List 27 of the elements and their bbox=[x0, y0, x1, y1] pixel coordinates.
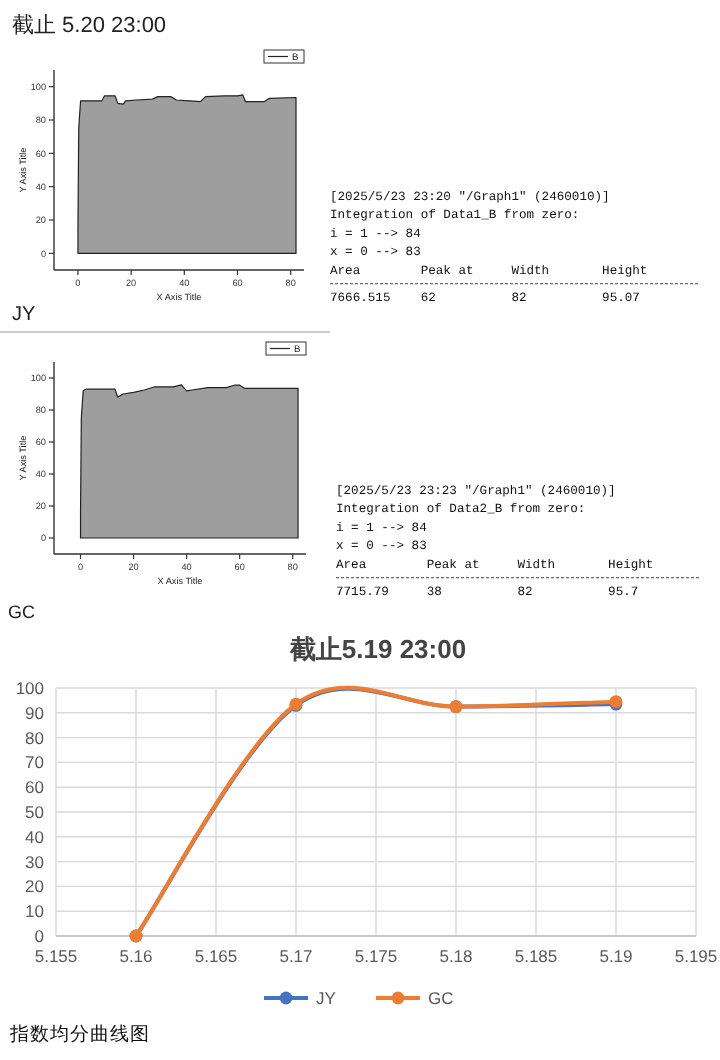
y-tick-label: 10 bbox=[25, 901, 45, 922]
x-tick-label: 5.195 bbox=[674, 946, 718, 966]
legend-label: JY bbox=[316, 988, 337, 1008]
y-tick-label: 90 bbox=[25, 702, 45, 723]
x-tick-label: 5.175 bbox=[354, 946, 398, 966]
chart-title: 截止5.19 23:00 bbox=[287, 634, 467, 664]
y-tick-label: 40 bbox=[25, 826, 45, 847]
chart-subtitle: GC bbox=[8, 602, 36, 622]
legend-label: GC bbox=[428, 988, 454, 1008]
y-tick-label: 60 bbox=[25, 777, 45, 798]
y-tick-label: 50 bbox=[25, 801, 45, 822]
y-tick-label: 30 bbox=[25, 851, 45, 872]
x-tick-label: 5.19 bbox=[599, 946, 634, 966]
y-tick-label: 20 bbox=[25, 876, 45, 897]
x-tick-label: 5.16 bbox=[119, 946, 154, 966]
x-tick-label: 5.17 bbox=[279, 946, 314, 966]
y-tick-label: 80 bbox=[25, 727, 45, 748]
text: 指数均分曲线图 bbox=[8, 1022, 150, 1046]
x-tick-label: 5.18 bbox=[439, 946, 474, 966]
y-tick-label: 0 bbox=[34, 925, 45, 946]
chart-title: JY bbox=[12, 304, 36, 326]
y-tick-label: 70 bbox=[25, 752, 45, 773]
y-tick-label: 100 bbox=[15, 677, 45, 698]
x-tick-label: 5.165 bbox=[194, 946, 238, 966]
x-tick-label: 5.155 bbox=[34, 946, 78, 966]
chart-title: 截止 5.20 23:00 bbox=[12, 12, 167, 38]
x-tick-label: 5.185 bbox=[514, 946, 558, 966]
